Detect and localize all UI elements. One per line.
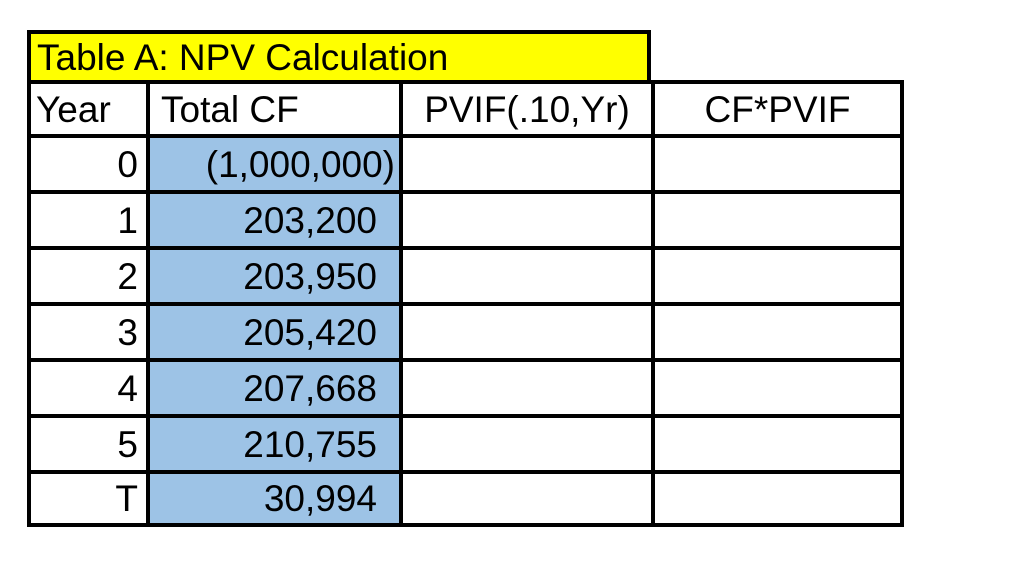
total-cf-cell[interactable]: 205,420: [146, 302, 399, 358]
title-row-spacer: [651, 30, 904, 80]
cf-pvif-cell[interactable]: [651, 190, 904, 246]
header-cf-pvif[interactable]: CF*PVIF: [651, 80, 904, 134]
year-cell[interactable]: 4: [27, 358, 146, 414]
total-cf-cell[interactable]: 210,755: [146, 414, 399, 470]
year-cell[interactable]: 3: [27, 302, 146, 358]
cf-pvif-cell[interactable]: [651, 470, 904, 527]
pvif-cell[interactable]: [399, 302, 651, 358]
header-pvif[interactable]: PVIF(.10,Yr): [399, 80, 651, 134]
cf-pvif-cell[interactable]: [651, 302, 904, 358]
year-cell[interactable]: 0: [27, 134, 146, 190]
npv-table: Table A: NPV Calculation Year Total CF P…: [27, 30, 904, 527]
cf-pvif-cell[interactable]: [651, 134, 904, 190]
cf-pvif-cell[interactable]: [651, 358, 904, 414]
year-cell[interactable]: T: [27, 470, 146, 527]
year-cell[interactable]: 2: [27, 246, 146, 302]
pvif-cell[interactable]: [399, 246, 651, 302]
pvif-cell[interactable]: [399, 134, 651, 190]
year-cell[interactable]: 1: [27, 190, 146, 246]
pvif-cell[interactable]: [399, 358, 651, 414]
total-cf-cell[interactable]: (1,000,000): [146, 134, 399, 190]
table-title-cell[interactable]: Table A: NPV Calculation: [27, 30, 651, 80]
total-cf-cell[interactable]: 207,668: [146, 358, 399, 414]
pvif-cell[interactable]: [399, 414, 651, 470]
total-cf-cell[interactable]: 203,200: [146, 190, 399, 246]
pvif-cell[interactable]: [399, 190, 651, 246]
total-cf-cell[interactable]: 203,950: [146, 246, 399, 302]
header-total-cf[interactable]: Total CF: [146, 80, 399, 134]
year-cell[interactable]: 5: [27, 414, 146, 470]
pvif-cell[interactable]: [399, 470, 651, 527]
cf-pvif-cell[interactable]: [651, 246, 904, 302]
cf-pvif-cell[interactable]: [651, 414, 904, 470]
header-year[interactable]: Year: [27, 80, 146, 134]
total-cf-cell[interactable]: 30,994: [146, 470, 399, 527]
